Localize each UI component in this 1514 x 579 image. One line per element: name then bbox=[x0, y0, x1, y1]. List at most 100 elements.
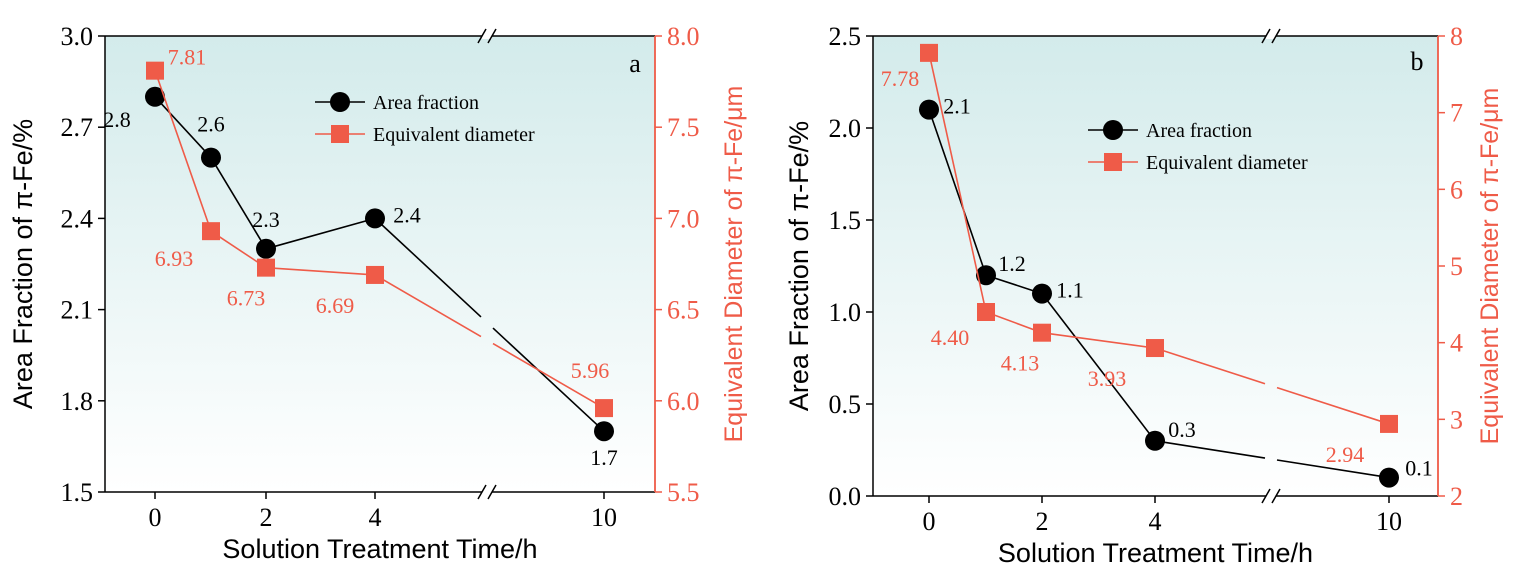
series-line-segment bbox=[210, 157, 267, 250]
y2-axis-title: Equivalent Diameter of π-Fe/μm bbox=[720, 86, 748, 443]
data-point-area-fraction bbox=[1379, 467, 1399, 488]
y-tick-label: 3.0 bbox=[61, 22, 94, 51]
axis-break-mark bbox=[1271, 488, 1281, 504]
x-tick-label: 0 bbox=[149, 503, 162, 532]
series-line-segment bbox=[154, 70, 212, 232]
y2-tick-label: 5 bbox=[1450, 252, 1463, 281]
series-line-segment bbox=[492, 342, 605, 409]
axis-break-gap bbox=[1266, 33, 1276, 39]
legend-marker-circle bbox=[330, 92, 350, 112]
series-line-segment bbox=[1154, 440, 1266, 459]
series-line-segment bbox=[1154, 347, 1266, 385]
series-line-segment bbox=[265, 217, 376, 250]
y2-tick-label: 7.0 bbox=[667, 204, 700, 233]
y2-tick-label: 2 bbox=[1450, 482, 1463, 511]
data-label: 2.94 bbox=[1326, 442, 1365, 467]
data-label: 4.13 bbox=[1001, 351, 1040, 376]
y2-tick-label: 4 bbox=[1450, 329, 1463, 358]
data-label: 5.96 bbox=[571, 358, 610, 383]
data-point-equivalent-diameter bbox=[595, 399, 613, 418]
x-tick-label: 0 bbox=[923, 507, 936, 536]
data-point-area-fraction bbox=[919, 99, 939, 120]
series-line-segment bbox=[928, 109, 987, 276]
axis-break-gap bbox=[1266, 493, 1276, 499]
axis-break-gap bbox=[482, 489, 492, 495]
series-line-segment bbox=[265, 266, 376, 276]
axis-break-gap bbox=[482, 33, 492, 39]
y-tick-label: 2.0 bbox=[829, 114, 862, 143]
data-point-area-fraction bbox=[256, 238, 276, 259]
data-label: 7.78 bbox=[881, 66, 920, 91]
data-label: 2.1 bbox=[943, 94, 971, 119]
y2-tick-label: 8.0 bbox=[667, 22, 700, 51]
data-label: 1.2 bbox=[998, 251, 1026, 276]
y2-tick-label: 5.5 bbox=[667, 478, 700, 507]
y-tick-label: 2.7 bbox=[61, 113, 94, 142]
data-point-equivalent-diameter bbox=[920, 43, 938, 62]
data-label: 6.93 bbox=[155, 246, 194, 271]
y2-tick-label: 6.5 bbox=[667, 296, 700, 325]
series-line-segment bbox=[1041, 293, 1156, 442]
axis-break-mark bbox=[477, 28, 487, 44]
data-label: 6.69 bbox=[316, 293, 355, 318]
series-line-segment bbox=[374, 217, 482, 318]
data-label: 2.8 bbox=[103, 107, 131, 132]
y2-tick-label: 6.0 bbox=[667, 387, 700, 416]
x-tick-label: 2 bbox=[260, 503, 273, 532]
legend-marker-square bbox=[1104, 153, 1122, 171]
axis-break-mark bbox=[477, 484, 487, 500]
plot-area bbox=[873, 36, 1438, 496]
data-label: 3.93 bbox=[1088, 366, 1127, 391]
data-label: 1.7 bbox=[590, 445, 618, 470]
legend-label: Equivalent diameter bbox=[373, 124, 535, 146]
y-tick-label: 1.8 bbox=[61, 387, 94, 416]
data-point-equivalent-diameter bbox=[1146, 339, 1164, 358]
x-tick-label: 10 bbox=[1376, 507, 1402, 536]
x-axis-title: Solution Treatment Time/h bbox=[222, 534, 537, 564]
y-tick-label: 1.5 bbox=[61, 478, 94, 507]
data-label: 2.3 bbox=[252, 207, 280, 232]
data-point-area-fraction bbox=[145, 86, 165, 107]
data-label: 2.4 bbox=[393, 202, 421, 227]
data-point-equivalent-diameter bbox=[257, 258, 275, 277]
data-point-equivalent-diameter bbox=[202, 222, 220, 241]
data-label: 1.1 bbox=[1056, 278, 1084, 303]
x-tick-label: 10 bbox=[591, 503, 617, 532]
data-point-equivalent-diameter bbox=[1033, 323, 1051, 342]
data-label: 2.6 bbox=[197, 112, 225, 137]
data-point-equivalent-diameter bbox=[977, 303, 995, 321]
data-label: 7.81 bbox=[168, 45, 207, 70]
data-point-area-fraction bbox=[1032, 283, 1052, 304]
data-label: 0.3 bbox=[1168, 417, 1196, 442]
x-tick-label: 4 bbox=[369, 503, 382, 532]
legend-label: Equivalent diameter bbox=[1146, 152, 1308, 174]
axis-break-mark bbox=[1271, 28, 1281, 44]
y-tick-label: 1.5 bbox=[829, 206, 862, 235]
axis-break-mark bbox=[1261, 488, 1271, 504]
y-tick-label: 0.0 bbox=[829, 482, 862, 511]
data-label: 6.73 bbox=[227, 286, 266, 311]
y-tick-label: 1.0 bbox=[829, 298, 862, 327]
y-tick-label: 2.4 bbox=[61, 204, 94, 233]
data-point-equivalent-diameter bbox=[1380, 414, 1398, 433]
y-axis-title: Area Fraction of π-Fe/% bbox=[784, 121, 814, 411]
data-point-area-fraction bbox=[976, 265, 996, 286]
data-point-equivalent-diameter bbox=[366, 265, 384, 284]
series-line-segment bbox=[1276, 386, 1390, 425]
data-label: 0.1 bbox=[1405, 456, 1433, 481]
axis-break-mark bbox=[487, 28, 497, 44]
axis-break-mark bbox=[487, 484, 497, 500]
y2-tick-label: 3 bbox=[1450, 405, 1463, 434]
data-point-equivalent-diameter bbox=[146, 61, 164, 80]
legend-marker-square bbox=[331, 125, 349, 143]
data-label: 4.40 bbox=[931, 325, 970, 350]
y2-tick-label: 7.5 bbox=[667, 113, 700, 142]
x-axis-title: Solution Treatment Time/h bbox=[998, 538, 1313, 568]
series-line-segment bbox=[154, 96, 212, 159]
series-line-segment bbox=[1041, 331, 1156, 349]
series-line-segment bbox=[928, 52, 987, 313]
y-tick-label: 2.1 bbox=[61, 296, 94, 325]
x-tick-label: 2 bbox=[1036, 507, 1049, 536]
data-point-area-fraction bbox=[1145, 430, 1165, 451]
